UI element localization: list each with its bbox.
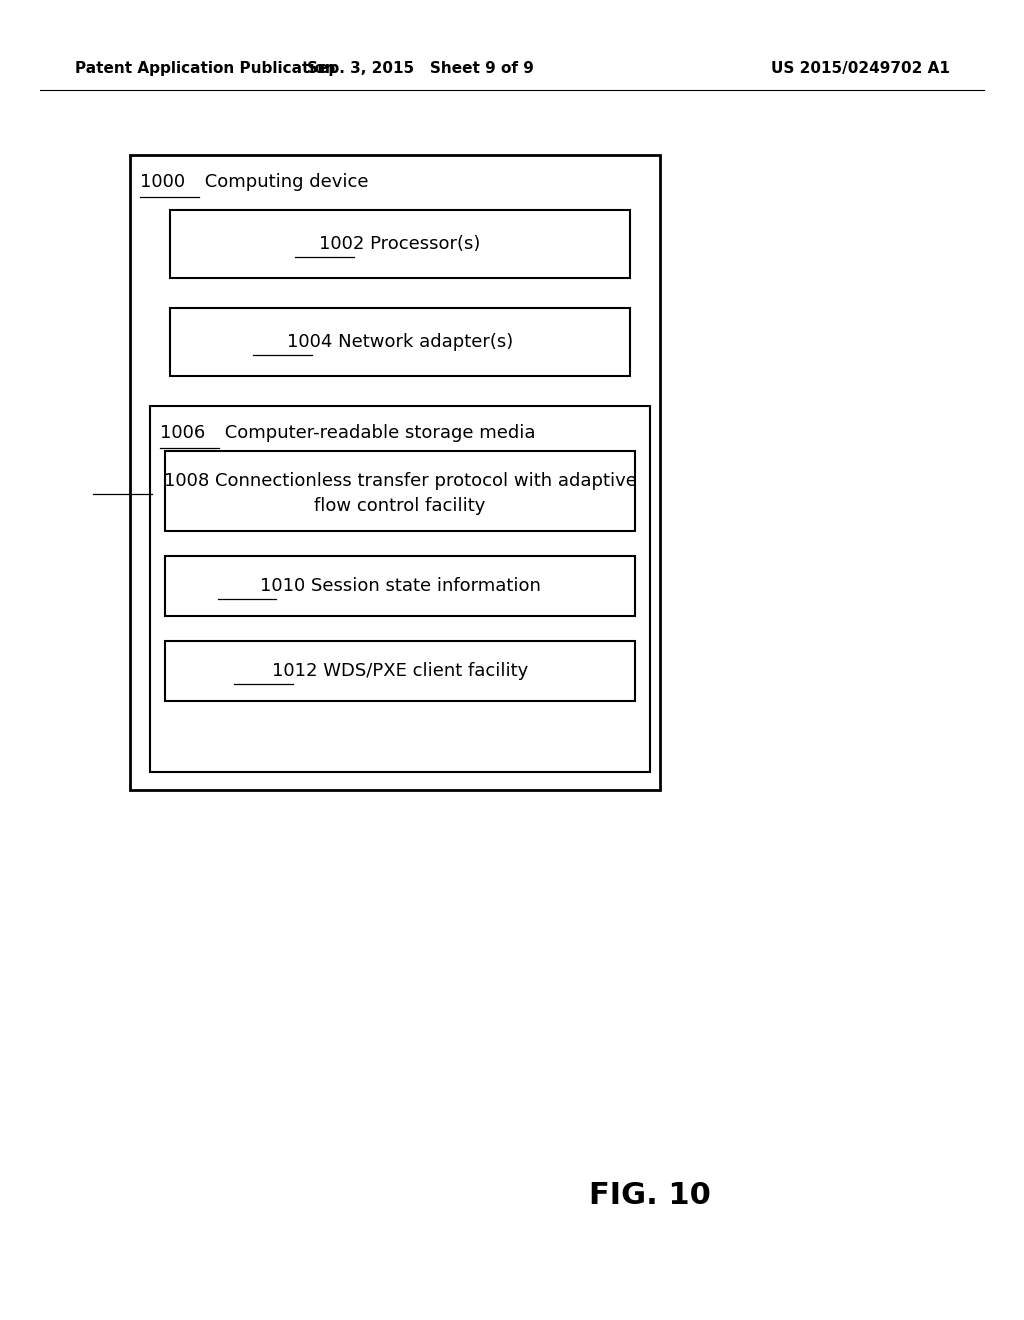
- Bar: [130, 154, 660, 789]
- Text: Patent Application Publication: Patent Application Publication: [75, 61, 336, 75]
- Text: 1010 Session state information: 1010 Session state information: [259, 577, 541, 595]
- Bar: [165, 642, 635, 701]
- Text: US 2015/0249702 A1: US 2015/0249702 A1: [771, 61, 950, 75]
- Text: 1002 Processor(s): 1002 Processor(s): [319, 235, 480, 253]
- Bar: [170, 210, 630, 279]
- Text: Sep. 3, 2015   Sheet 9 of 9: Sep. 3, 2015 Sheet 9 of 9: [306, 61, 534, 75]
- Bar: [165, 451, 635, 531]
- Text: 1008 Connectionless transfer protocol with adaptive: 1008 Connectionless transfer protocol wi…: [164, 473, 637, 490]
- Text: Computing device: Computing device: [199, 173, 368, 191]
- Text: FIG. 10: FIG. 10: [589, 1180, 711, 1209]
- Text: Computer-readable storage media: Computer-readable storage media: [219, 424, 536, 442]
- Text: 1012 WDS/PXE client facility: 1012 WDS/PXE client facility: [272, 663, 528, 680]
- Text: 1008: 1008: [93, 473, 138, 490]
- Bar: [165, 556, 635, 616]
- Bar: [150, 407, 650, 772]
- Text: 1000: 1000: [140, 173, 185, 191]
- Text: 1010: 1010: [218, 577, 263, 595]
- Bar: [170, 308, 630, 376]
- Text: 1006: 1006: [160, 424, 205, 442]
- Text: 1004 Network adapter(s): 1004 Network adapter(s): [287, 333, 513, 351]
- Text: 1002: 1002: [295, 235, 341, 253]
- Text: flow control facility: flow control facility: [314, 498, 485, 515]
- Text: 1004: 1004: [253, 333, 298, 351]
- Text: 1012: 1012: [233, 663, 280, 680]
